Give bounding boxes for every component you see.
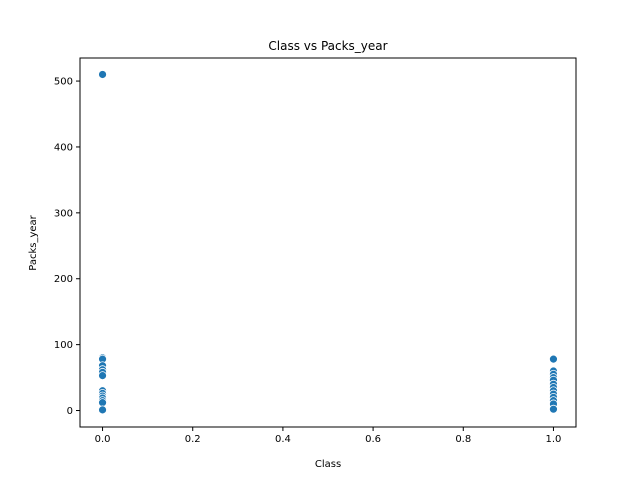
- x-tick-label: 0.6: [365, 434, 381, 445]
- x-tick-label: 0.8: [455, 434, 471, 445]
- axes-frame: [79, 57, 577, 428]
- y-axis-label: Packs_year: [28, 214, 39, 270]
- plot-area: [79, 57, 577, 428]
- y-tick-label: 0: [67, 406, 73, 417]
- y-tick-label: 200: [54, 274, 73, 285]
- y-tick-label: 400: [54, 142, 73, 153]
- x-axis: 0.0 0.2 0.4 0.6 0.8 1.0: [95, 427, 562, 445]
- x-tick-label: 0.4: [275, 434, 291, 445]
- chart-title: Class vs Packs_year: [268, 39, 387, 53]
- y-tick-label: 300: [54, 208, 73, 219]
- points-layer: [98, 70, 558, 415]
- x-tick-label: 1.0: [546, 434, 562, 445]
- x-tick-label: 0.2: [185, 434, 201, 445]
- x-axis-label: Class: [315, 459, 341, 470]
- y-axis: 0 100 200 300 400 500: [54, 77, 80, 417]
- y-tick-label: 100: [54, 340, 73, 351]
- scatter-point: [549, 404, 558, 414]
- scatter-point: [98, 405, 107, 415]
- x-tick-label: 0.0: [95, 434, 111, 445]
- y-tick-label: 500: [54, 77, 73, 88]
- scatter-point: [98, 398, 107, 408]
- scatter-point: [98, 70, 107, 79]
- scatter-point: [98, 371, 107, 381]
- scatter-point: [549, 354, 558, 364]
